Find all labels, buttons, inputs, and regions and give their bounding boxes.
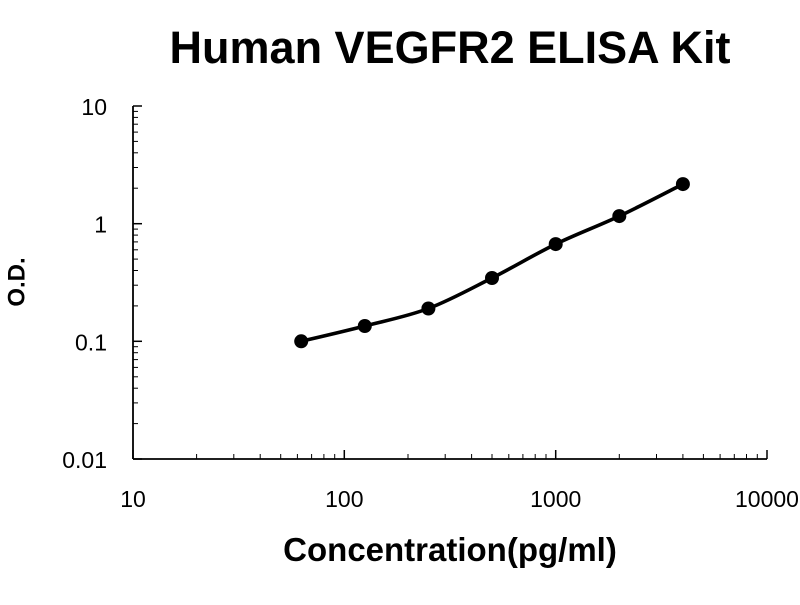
svg-text:0.01: 0.01 <box>62 447 107 473</box>
svg-text:10: 10 <box>120 486 146 512</box>
svg-text:100: 100 <box>325 486 363 512</box>
svg-text:1: 1 <box>94 212 107 238</box>
svg-text:10000: 10000 <box>735 486 799 512</box>
svg-text:10: 10 <box>81 94 107 120</box>
svg-text:0.1: 0.1 <box>75 329 107 355</box>
svg-text:1000: 1000 <box>530 486 581 512</box>
